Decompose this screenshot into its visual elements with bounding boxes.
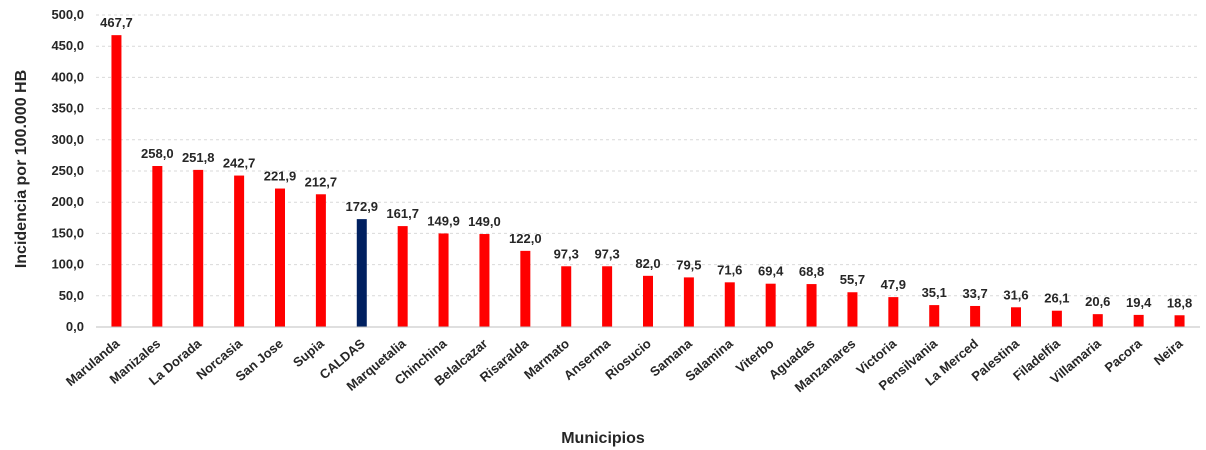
- data-label: 20,6: [1085, 294, 1110, 309]
- data-label: 258,0: [141, 146, 174, 161]
- bar-caldas: [356, 219, 367, 327]
- x-tick-label: Supia: [290, 335, 327, 370]
- bars: [111, 35, 1185, 327]
- bar-pensilvania: [929, 305, 940, 327]
- y-tick-label: 0,0: [66, 319, 84, 334]
- data-label: 47,9: [881, 277, 906, 292]
- y-tick-label: 50,0: [59, 288, 84, 303]
- data-label: 221,9: [264, 169, 297, 184]
- bar-supia: [315, 194, 326, 327]
- bar-san-jose: [275, 188, 285, 327]
- data-label: 18,8: [1167, 295, 1192, 310]
- y-axis-title: Incidencia por 100.000 HB: [13, 70, 30, 268]
- data-label: 31,6: [1003, 287, 1028, 302]
- bar-norcasia: [234, 175, 245, 327]
- data-label: 149,0: [468, 214, 501, 229]
- data-label: 33,7: [962, 286, 987, 301]
- data-label: 251,8: [182, 150, 215, 165]
- data-label: 68,8: [799, 264, 824, 279]
- data-label: 97,3: [594, 246, 619, 261]
- data-label: 242,7: [223, 156, 256, 171]
- bar-filadelfia: [1051, 310, 1062, 327]
- data-label: 212,7: [305, 174, 338, 189]
- bar-la-dorada: [193, 169, 204, 327]
- bar-samana: [683, 277, 694, 327]
- data-label: 55,7: [840, 272, 865, 287]
- bar-marmato: [561, 266, 572, 327]
- data-label: 79,5: [676, 257, 701, 272]
- x-axis-title: Municipios: [561, 430, 645, 447]
- bar-villamaria: [1092, 314, 1103, 327]
- data-label: 71,6: [717, 262, 742, 277]
- y-tick-label: 200,0: [51, 194, 84, 209]
- bar-risaralda: [520, 250, 531, 327]
- y-tick-label: 300,0: [51, 132, 84, 147]
- bar-la-merced: [970, 305, 981, 327]
- bar-viterbo: [765, 283, 776, 327]
- bar-manzanares: [847, 292, 858, 327]
- y-axis-ticks: 0,0 50,0 100,0 150,0 200,0 250,0 300,0 350,0 400…: [51, 7, 84, 334]
- bar-pacora: [1133, 314, 1144, 327]
- data-label: 82,0: [635, 256, 660, 271]
- x-tick-label: Riosucio: [602, 336, 654, 383]
- y-tick-label: 350,0: [51, 101, 84, 116]
- y-tick-label: 100,0: [51, 257, 84, 272]
- data-label: 122,0: [509, 231, 542, 246]
- data-labels: 467,7 258,0 251,8 242,7 221,9 212,7 172,9 161,7…: [100, 15, 1192, 310]
- y-tick-label: 500,0: [51, 7, 84, 22]
- bar-riosucio: [643, 275, 653, 327]
- data-label: 19,4: [1126, 295, 1152, 310]
- gridlines: [96, 14, 1200, 297]
- data-label: 467,7: [100, 15, 133, 30]
- bar-neira: [1174, 315, 1185, 327]
- x-tick-label: Pacora: [1102, 335, 1145, 375]
- bar-belalcazar: [479, 234, 490, 327]
- bar-victoria: [888, 297, 899, 327]
- data-label: 149,9: [427, 213, 460, 228]
- bar-salamina: [724, 282, 735, 327]
- data-label: 26,1: [1044, 291, 1069, 306]
- bar-chinchina: [438, 233, 449, 327]
- y-tick-label: 450,0: [51, 38, 84, 53]
- y-tick-label: 400,0: [51, 69, 84, 84]
- data-label: 172,9: [346, 199, 379, 214]
- data-label: 161,7: [386, 206, 419, 221]
- data-label: 35,1: [922, 285, 947, 300]
- x-tick-label: Neira: [1151, 335, 1186, 368]
- bar-palestina: [1011, 307, 1021, 327]
- y-tick-label: 250,0: [51, 163, 84, 178]
- bar-marquetalia: [397, 226, 408, 327]
- bar-aguadas: [806, 284, 817, 327]
- bar-manizales: [152, 166, 163, 327]
- data-label: 97,3: [554, 246, 579, 261]
- data-label: 69,4: [758, 264, 784, 279]
- bar-anserma: [602, 266, 613, 327]
- y-tick-label: 150,0: [51, 225, 84, 240]
- bar-marulanda: [111, 35, 122, 327]
